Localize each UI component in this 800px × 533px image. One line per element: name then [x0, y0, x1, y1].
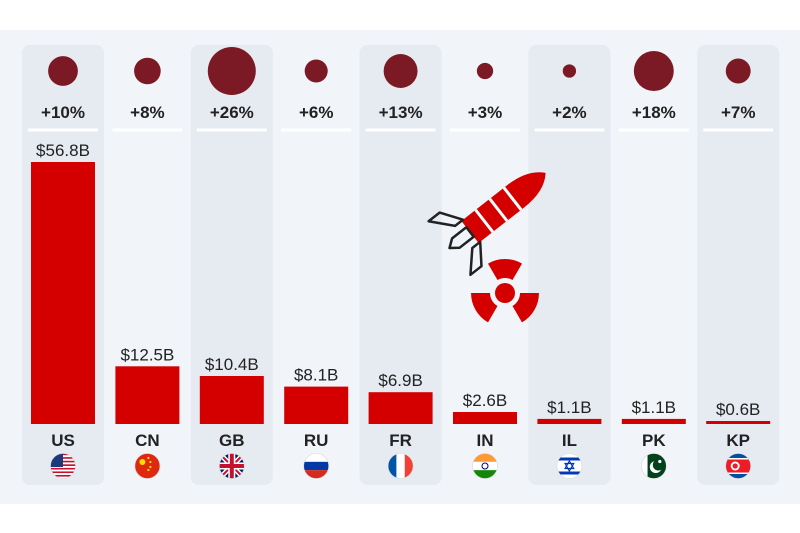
- cn-flag-icon: [134, 453, 161, 479]
- country-flags: [50, 453, 752, 479]
- in-flag-icon: [472, 453, 498, 479]
- pk-flag-icon: [640, 453, 667, 479]
- column-bg-gb: [190, 45, 273, 485]
- change-labels: +10% +8% +26% +6% +13% +3% +2% +18% +7%: [41, 103, 755, 122]
- change-label-kp: +7%: [721, 103, 756, 122]
- bar-kp: [706, 421, 771, 424]
- value-label-ru: $8.1B: [294, 366, 338, 385]
- column-bg-fr: [359, 45, 442, 485]
- country-code-fr: FR: [389, 431, 412, 450]
- change-bubble-ru: [304, 59, 328, 83]
- change-bubble-fr: [383, 54, 418, 88]
- value-label-us: $56.8B: [36, 141, 90, 160]
- country-code-kp: KP: [726, 431, 750, 450]
- value-label-kp: $0.6B: [716, 400, 760, 419]
- bar-cn: [115, 366, 180, 424]
- il-flag-icon: [556, 453, 583, 479]
- value-label-fr: $6.9B: [378, 371, 422, 390]
- change-bubble-cn: [134, 57, 161, 85]
- change-bubble-kp: [725, 58, 751, 84]
- change-bubble-il: [562, 64, 577, 78]
- bar-in: [453, 412, 517, 424]
- country-code-us: US: [51, 431, 75, 450]
- fr-flag-icon: [387, 453, 414, 479]
- change-bubble-pk: [633, 51, 674, 91]
- value-label-cn: $12.5B: [120, 345, 174, 364]
- ru-flag-icon: [303, 453, 330, 479]
- value-labels: $56.8B $12.5B $10.4B $8.1B $6.9B $2.6B $1.1B $1…: [36, 141, 760, 419]
- us-flag-icon: [50, 453, 76, 479]
- radiation-icon: [471, 259, 539, 323]
- change-label-fr: +13%: [379, 103, 423, 122]
- country-code-gb: GB: [219, 431, 245, 450]
- kp-flag-icon: [725, 453, 752, 479]
- change-label-gb: +26%: [210, 103, 254, 122]
- value-label-in: $2.6B: [463, 391, 507, 410]
- change-bubbles: [48, 47, 751, 95]
- bar-il: [537, 418, 602, 424]
- change-bubble-gb: [207, 47, 256, 95]
- gb-flag-icon: [219, 453, 245, 479]
- change-bubble-in: [476, 62, 494, 80]
- bar-us: [31, 162, 95, 424]
- bar-gb: [199, 376, 264, 424]
- country-code-ru: RU: [304, 431, 329, 450]
- country-code-il: IL: [562, 431, 577, 450]
- bar-ru: [284, 386, 349, 424]
- missile-icon: [427, 172, 546, 277]
- country-labels: US CN GB RU FR IN IL PK KP: [51, 431, 750, 450]
- country-code-pk: PK: [642, 431, 666, 450]
- change-label-in: +3%: [468, 103, 503, 122]
- country-code-in: IN: [477, 431, 494, 450]
- change-label-ru: +6%: [299, 103, 334, 122]
- change-label-cn: +8%: [130, 103, 165, 122]
- column-bg-il: [528, 45, 611, 485]
- change-label-pk: +18%: [632, 103, 676, 122]
- value-label-gb: $10.4B: [205, 355, 259, 374]
- bar-pk: [621, 418, 686, 424]
- column-bg-kp: [697, 45, 780, 485]
- bars: [31, 162, 771, 424]
- change-label-il: +2%: [552, 103, 587, 122]
- bar-fr: [368, 392, 433, 424]
- country-code-cn: CN: [135, 431, 160, 450]
- value-label-pk: $1.1B: [632, 398, 676, 417]
- change-label-us: +10%: [41, 103, 85, 122]
- change-bubble-us: [48, 56, 78, 86]
- value-label-il: $1.1B: [547, 398, 591, 417]
